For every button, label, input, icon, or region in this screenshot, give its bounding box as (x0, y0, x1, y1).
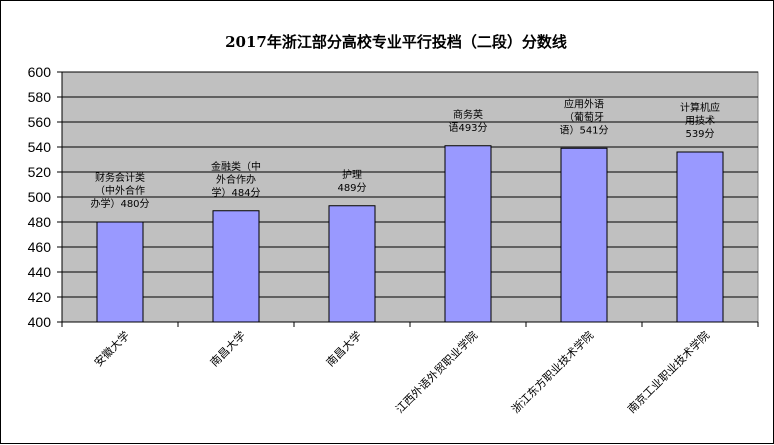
x-category-label: 浙江东方职业技术学院 (508, 328, 596, 416)
y-tick-label: 560 (28, 114, 52, 130)
y-tick-label: 500 (28, 189, 52, 205)
x-category-label: 江西外语外贸职业学院 (392, 328, 480, 416)
y-tick-label: 540 (28, 139, 52, 155)
bar-annotation-line: 用技术 (685, 114, 715, 127)
bar (212, 210, 260, 323)
bar-annotation-line: 财务会计类 (95, 171, 145, 184)
y-tick-label: 400 (28, 314, 52, 330)
bar-annotation-line: 金融类（中 (211, 160, 261, 173)
y-tick-label: 480 (28, 214, 52, 230)
x-category-label: 南昌大学 (323, 328, 364, 369)
bar (328, 205, 376, 323)
bar-annotation-line: 语）541分 (559, 124, 608, 136)
bar-annotation-line: 应用外语 (564, 97, 604, 110)
y-tick-label: 580 (28, 89, 52, 105)
y-tick-label: 600 (28, 64, 52, 80)
bar-annotation-line: （葡萄牙 (564, 110, 604, 123)
plot-area: 400 420 440 460 480 500 520 540 560 580 600 财务会计类（中… (28, 64, 759, 416)
x-category-label: 南京工业职业技术学院 (624, 328, 712, 416)
y-tick-label: 460 (28, 239, 52, 255)
x-category-label: 南昌大学 (207, 328, 248, 369)
bar (444, 145, 492, 323)
bar-annotation-line: 539分 (685, 128, 714, 140)
bar-annotation-line: 办学）480分 (90, 197, 149, 210)
bar-annotation-line: 语493分 (448, 122, 487, 134)
y-tick-label: 520 (28, 164, 52, 180)
chart-title: 2017年浙江部分高校专业平行投档（二段）分数线 (225, 33, 567, 51)
bar-annotation-line: 商务英 (453, 108, 483, 121)
bar-annotation-line: （中外合作 (95, 184, 145, 197)
bar (96, 221, 144, 323)
bar-annotation-line: 外合作办 (216, 173, 256, 186)
bar (560, 147, 608, 323)
y-tick-label: 440 (28, 264, 52, 280)
bar-annotation-line: 计算机应 (680, 101, 720, 114)
y-tick-label: 420 (28, 289, 52, 305)
bar-annotation-line: 护理 (342, 168, 362, 181)
bar-annotation-line: 学）484分 (211, 186, 260, 199)
x-category-label: 安徽大学 (91, 328, 132, 369)
bar (676, 151, 724, 323)
bar-annotation-line: 489分 (337, 182, 366, 194)
